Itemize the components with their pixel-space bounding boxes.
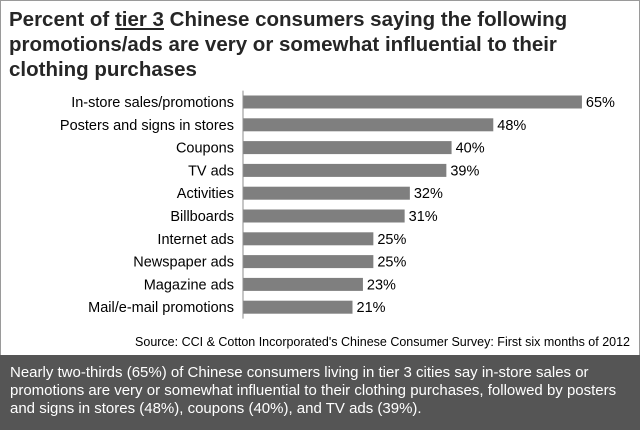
category-label-coupons: Coupons xyxy=(176,141,234,157)
chart-title: Percent of tier 3 Chinese consumers sayi… xyxy=(9,7,629,82)
value-label-newspaper-ads: 25% xyxy=(377,255,406,271)
value-label-posters-and-signs-in-stores: 48% xyxy=(497,118,526,134)
category-label-newspaper-ads: Newspaper ads xyxy=(133,255,234,271)
title-emphasis: tier 3 xyxy=(114,8,164,31)
category-label-internet-ads: Internet ads xyxy=(157,232,234,248)
value-label-coupons: 40% xyxy=(456,141,485,157)
category-label-tv-ads: TV ads xyxy=(188,163,234,179)
value-label-magazine-ads: 23% xyxy=(367,277,396,293)
source-note: Source: CCI & Cotton Incorporated's Chin… xyxy=(135,335,630,349)
value-label-tv-ads: 39% xyxy=(450,163,479,179)
bar-newspaper-ads xyxy=(243,255,374,269)
bar-internet-ads xyxy=(243,232,374,246)
summary-text: Nearly two-thirds (65%) of Chinese consu… xyxy=(10,364,617,417)
bar-in-store-sales-promotions xyxy=(243,95,582,109)
bar-coupons xyxy=(243,141,452,155)
category-label-billboards: Billboards xyxy=(170,209,234,225)
bar-activities xyxy=(243,186,410,200)
value-label-in-store-sales-promotions: 65% xyxy=(586,95,615,111)
category-label-in-store-sales-promotions: In-store sales/promotions xyxy=(71,95,234,111)
value-label-activities: 32% xyxy=(414,186,443,202)
title-prefix: Percent of xyxy=(9,8,115,31)
bar-mail-e-mail-promotions xyxy=(243,300,353,314)
category-label-magazine-ads: Magazine ads xyxy=(144,277,234,293)
bar-chart: In-store sales/promotions 65% Posters and … xyxy=(60,90,615,319)
summary-box: Nearly two-thirds (65%) of Chinese consu… xyxy=(0,355,640,430)
category-label-activities: Activities xyxy=(177,186,234,202)
bar-tv-ads xyxy=(243,163,447,177)
value-label-internet-ads: 25% xyxy=(377,232,406,248)
value-label-mail-e-mail-promotions: 21% xyxy=(357,300,386,316)
bar-billboards xyxy=(243,209,405,223)
bar-posters-and-signs-in-stores xyxy=(243,118,494,132)
category-label-posters-and-signs-in-stores: Posters and signs in stores xyxy=(60,118,234,134)
category-label-mail-e-mail-promotions: Mail/e-mail promotions xyxy=(88,300,234,316)
bar-magazine-ads xyxy=(243,277,363,291)
value-label-billboards: 31% xyxy=(409,209,438,225)
title-suffix: Chinese consumers saying the following p… xyxy=(9,8,568,81)
